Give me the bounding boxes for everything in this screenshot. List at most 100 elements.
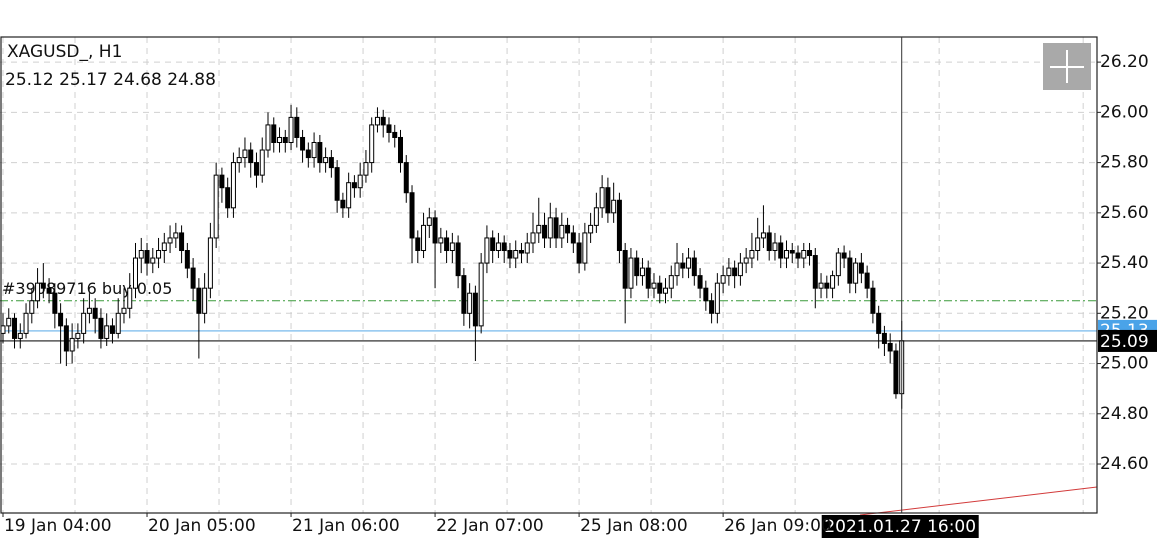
candle-body	[807, 250, 813, 257]
candle-body	[611, 199, 617, 214]
candle-body	[812, 255, 818, 289]
candle-body	[40, 282, 46, 289]
candle-body	[29, 300, 35, 314]
candle-body	[616, 199, 622, 252]
candle-body	[179, 232, 185, 252]
candle-body	[830, 275, 836, 289]
candle-body	[288, 116, 294, 143]
candle-body	[294, 116, 300, 138]
candle-body	[484, 237, 490, 264]
candle-body	[582, 232, 588, 264]
x-tick-label: 25 Jan 08:00	[580, 516, 688, 536]
ohlc-high: 25.17	[59, 70, 108, 90]
candle-body	[6, 317, 12, 327]
candle-body	[467, 292, 473, 314]
candle-body	[403, 162, 409, 194]
candle-body	[35, 282, 41, 302]
candle-body	[835, 252, 841, 277]
candle-body	[622, 250, 628, 289]
candle-body	[818, 282, 824, 289]
candle-body	[323, 157, 329, 164]
candle-body	[156, 250, 162, 259]
candle-body	[351, 182, 357, 189]
candle-body	[737, 262, 743, 277]
candle-body	[334, 167, 340, 201]
candle-body	[23, 312, 29, 334]
candle-body	[801, 250, 807, 259]
candle-body	[588, 224, 594, 234]
candle-body	[282, 136, 288, 143]
candle-body	[421, 224, 427, 252]
candle-body	[495, 242, 501, 252]
cursor-label: 2021.01.27 16:00	[824, 517, 976, 537]
candle-body	[196, 287, 202, 314]
candle-body	[472, 292, 478, 327]
candle-body	[98, 317, 104, 339]
candle-body	[444, 237, 450, 252]
ohlc-info: 25.12 25.17 24.68 24.88	[5, 70, 216, 90]
candle-body	[697, 275, 703, 289]
grid	[0, 37, 1097, 513]
candle-body	[605, 187, 611, 214]
candle-body	[680, 262, 686, 269]
candle-body	[17, 332, 23, 339]
candle-body	[518, 250, 524, 254]
candle-body	[346, 182, 352, 209]
candle-body	[760, 232, 766, 239]
crosshair-button[interactable]	[1043, 43, 1091, 90]
candle-body	[173, 232, 179, 239]
candle-body	[409, 192, 415, 239]
candle-body	[449, 242, 455, 252]
candle-body	[426, 217, 432, 226]
candles	[0, 104, 905, 409]
candle-body	[415, 237, 421, 252]
candle-body	[58, 312, 64, 327]
candle-body	[248, 149, 254, 164]
candle-body	[795, 252, 801, 259]
candle-body	[870, 287, 876, 314]
candle-body	[259, 149, 265, 176]
candle-body	[438, 237, 444, 244]
y-tick-label: 26.00	[1100, 102, 1149, 122]
candle-body	[109, 325, 115, 334]
candle-body	[668, 275, 674, 289]
y-tick-label: 25.80	[1100, 153, 1149, 173]
candle-body	[202, 287, 208, 314]
candle-body	[190, 267, 196, 289]
candle-body	[357, 174, 363, 189]
candle-body	[432, 217, 438, 244]
candle-body	[242, 149, 248, 159]
candle-body	[657, 282, 663, 294]
candle-body	[639, 267, 645, 277]
candle-body	[144, 250, 150, 264]
candle-body	[530, 232, 536, 244]
candle-body	[714, 282, 720, 314]
candle-body	[501, 242, 507, 252]
candle-body	[858, 262, 864, 274]
candle-body	[703, 287, 709, 302]
ohlc-open: 25.12	[5, 70, 54, 90]
candle-body	[749, 250, 755, 259]
order-label: #39089716 buy 0.05	[2, 279, 172, 298]
x-tick-label: 26 Jan 09:00	[724, 516, 832, 536]
candle-body	[386, 124, 392, 133]
candle-body	[853, 262, 859, 284]
candle-body	[674, 262, 680, 277]
candle-body	[46, 287, 52, 294]
y-tick-label: 25.40	[1100, 253, 1149, 273]
candle-body	[766, 232, 772, 252]
candle-body	[651, 282, 657, 289]
candle-body	[277, 136, 283, 143]
candle-body	[230, 162, 236, 209]
candle-body	[893, 350, 899, 395]
candle-body	[634, 257, 640, 277]
candle-body	[576, 242, 582, 264]
candle-body	[225, 187, 231, 209]
candle-body	[599, 187, 605, 209]
y-tick-label: 24.60	[1100, 454, 1149, 474]
candle-body	[75, 332, 81, 339]
candle-body	[593, 207, 599, 226]
candle-body	[236, 157, 242, 164]
candle-body	[778, 242, 784, 259]
